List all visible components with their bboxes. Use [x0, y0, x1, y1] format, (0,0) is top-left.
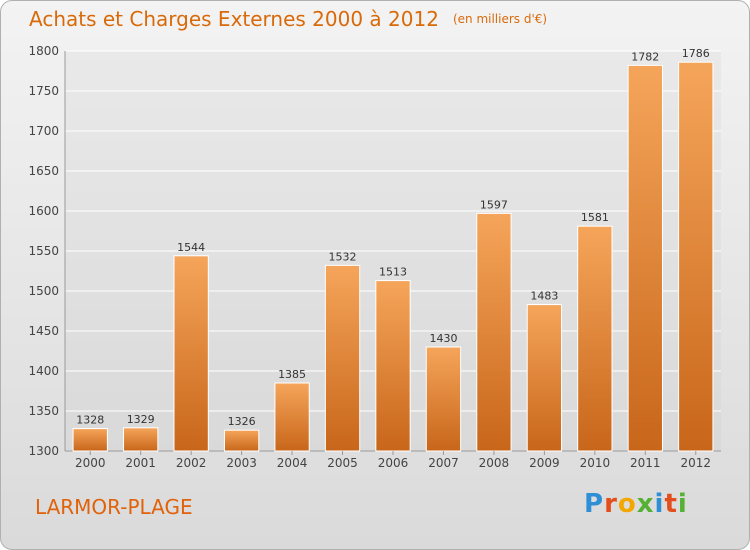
logo-letter: i [654, 489, 665, 519]
y-tick-label: 1650 [28, 164, 59, 178]
proxiti-logo: Proxiti [584, 489, 688, 519]
x-tick-label-2004: 2004 [277, 456, 308, 470]
bar-2009 [526, 304, 563, 452]
x-tick-label-2002: 2002 [176, 456, 207, 470]
logo-letter: x [636, 489, 655, 519]
x-tick-label-2006: 2006 [378, 456, 409, 470]
value-label-2003: 1326 [228, 415, 256, 428]
value-label-2007: 1430 [429, 332, 457, 345]
x-tick-label-2000: 2000 [75, 456, 106, 470]
y-tick-label: 1450 [28, 324, 59, 338]
value-label-2000: 1328 [76, 414, 104, 427]
bar-2003 [223, 429, 260, 452]
logo-letter: r [604, 489, 618, 519]
y-tick-label: 1600 [28, 204, 59, 218]
x-tick-label-2009: 2009 [529, 456, 560, 470]
y-tick-label: 1550 [28, 244, 59, 258]
y-tick-label: 1400 [28, 364, 59, 378]
value-label-2001: 1329 [127, 413, 155, 426]
city-name: LARMOR-PLAGE [35, 495, 193, 519]
logo-letter: o [617, 489, 637, 519]
value-label-2010: 1581 [581, 211, 609, 224]
x-tick-label-2007: 2007 [428, 456, 459, 470]
y-tick-label: 1800 [28, 44, 59, 58]
value-label-2011: 1782 [631, 50, 659, 63]
logo-letter: P [584, 489, 605, 519]
x-tick-label-2001: 2001 [125, 456, 156, 470]
x-tick-label-2012: 2012 [680, 456, 711, 470]
bar-2002 [173, 255, 209, 452]
bar-2010 [577, 225, 613, 452]
logo-letter: i [677, 489, 688, 519]
y-tick-label: 1350 [28, 404, 59, 418]
bar-2007 [425, 346, 462, 452]
bar-2011 [627, 64, 663, 452]
bar-2004 [274, 382, 310, 452]
logo-letter: t [664, 489, 678, 519]
chart-subtitle: (en milliers d'€) [452, 12, 548, 26]
bar-2005 [324, 264, 361, 452]
bar-2008 [476, 212, 512, 452]
y-tick-label: 1700 [28, 124, 59, 138]
bar-2001 [123, 427, 159, 452]
y-tick-label: 1500 [28, 284, 59, 298]
chart-title-text: Achats et Charges Externes 2000 à 2012 [29, 7, 439, 31]
value-label-2004: 1385 [278, 368, 306, 381]
x-tick-label-2011: 2011 [630, 456, 661, 470]
bar-2006 [375, 280, 411, 452]
value-label-2002: 1544 [177, 241, 205, 254]
value-label-2009: 1483 [530, 290, 558, 303]
bar-2012 [678, 61, 714, 452]
value-label-2005: 1532 [329, 250, 357, 263]
x-tick-label-2003: 2003 [226, 456, 257, 470]
y-tick-label: 1300 [28, 444, 59, 458]
x-tick-label-2010: 2010 [580, 456, 611, 470]
value-label-2006: 1513 [379, 266, 407, 279]
bar-2000 [72, 428, 108, 452]
y-tick-label: 1750 [28, 84, 59, 98]
chart-title: Achats et Charges Externes 2000 à 2012 (e… [29, 7, 547, 31]
x-tick-label-2008: 2008 [479, 456, 510, 470]
value-label-2012: 1786 [682, 47, 710, 60]
x-tick-label-2005: 2005 [327, 456, 358, 470]
value-label-2008: 1597 [480, 198, 508, 211]
